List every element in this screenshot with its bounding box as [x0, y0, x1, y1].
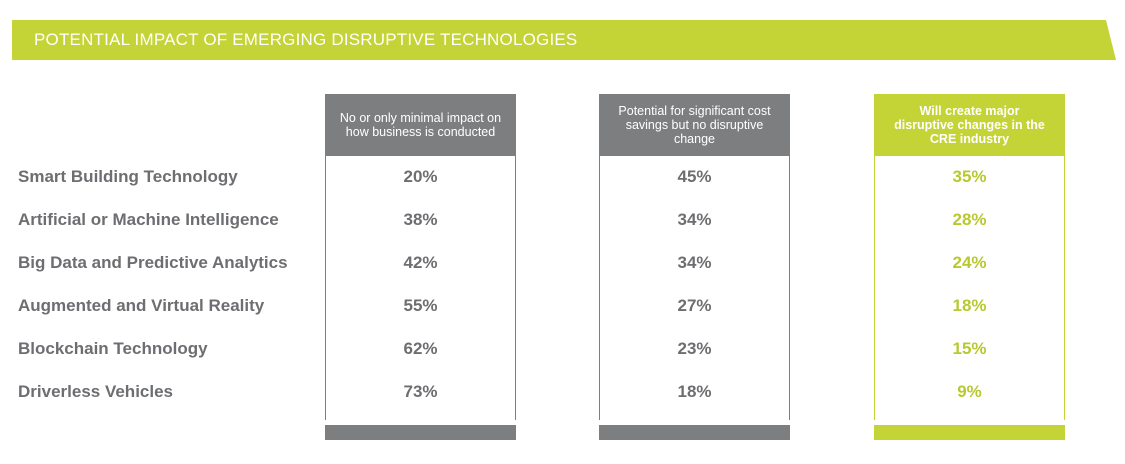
value-cell: 38%: [403, 210, 438, 229]
value-cell: 35%: [952, 167, 987, 186]
column-footer-bar: [599, 425, 790, 440]
value-cell: 20%: [403, 167, 438, 186]
column-footer-bar: [874, 425, 1065, 440]
value-cell: 9%: [957, 382, 982, 401]
column-header: Will create major disruptive changes in …: [874, 94, 1065, 156]
value-cell: 62%: [403, 339, 438, 358]
page-title: POTENTIAL IMPACT OF EMERGING DISRUPTIVE …: [34, 30, 578, 49]
row-label: Artificial or Machine Intelligence: [18, 210, 279, 229]
column-header: Potential for significant cost savings b…: [599, 94, 790, 156]
column-cost-savings: Potential for significant cost savings b…: [599, 94, 790, 440]
column-body: [599, 156, 790, 420]
column-major-disruption: Will create major disruptive changes in …: [874, 94, 1065, 440]
column-body: [874, 156, 1065, 420]
value-cell: 27%: [677, 296, 712, 315]
value-cell: 34%: [677, 253, 712, 272]
value-cell: 42%: [403, 253, 438, 272]
value-cell: 24%: [952, 253, 987, 272]
value-cell: 73%: [403, 382, 438, 401]
banner-shape: [12, 20, 1116, 60]
row-label: Big Data and Predictive Analytics: [18, 253, 288, 272]
value-cell: 28%: [952, 210, 987, 229]
value-cell: 55%: [403, 296, 438, 315]
row-label: Driverless Vehicles: [18, 382, 174, 401]
row-label: Blockchain Technology: [18, 339, 208, 358]
value-cell: 34%: [677, 210, 712, 229]
value-cell: 23%: [677, 339, 712, 358]
row-label: Augmented and Virtual Reality: [18, 296, 265, 315]
value-cell: 18%: [952, 296, 987, 315]
value-cell: 15%: [952, 339, 987, 358]
column-header: No or only minimal impact on how busines…: [325, 94, 516, 156]
title-banner: POTENTIAL IMPACT OF EMERGING DISRUPTIVE …: [12, 20, 1116, 60]
value-cell: 45%: [677, 167, 712, 186]
value-cell: 18%: [677, 382, 712, 401]
row-label: Smart Building Technology: [18, 167, 238, 186]
column-footer-bar: [325, 425, 516, 440]
column-body: [325, 156, 516, 420]
column-minimal-impact: No or only minimal impact on how busines…: [325, 94, 516, 440]
